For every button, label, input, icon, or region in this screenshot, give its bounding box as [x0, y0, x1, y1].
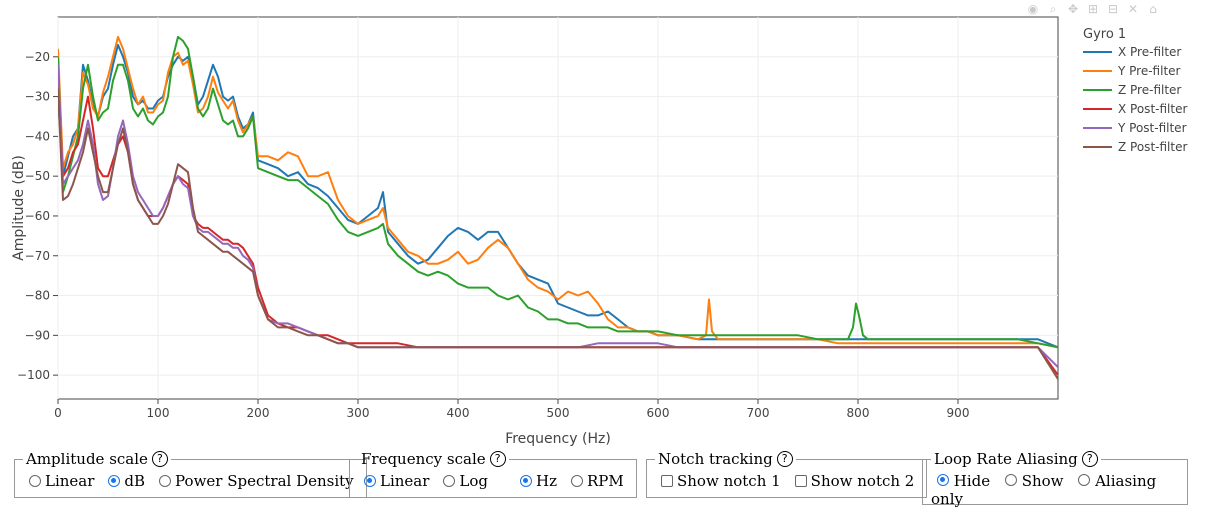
x-tick-label: 500 [547, 406, 570, 420]
aliasing-hide-radio[interactable] [937, 474, 949, 486]
legend-title: Gyro 1 [1083, 27, 1126, 42]
amplitude-linear-radio[interactable] [29, 475, 41, 487]
y-tick-label: −70 [25, 249, 50, 263]
frequency-scale-group: Frequency scale? Linear Log Hz RPM [349, 450, 637, 498]
y-tick-labels: −100 −90 −80 −70 −60 −50 −40 −30 −20 [17, 50, 58, 382]
show-notch-1-label: Show notch 1 [677, 472, 781, 490]
legend-entry-x-pre-filter[interactable]: X Pre-filter [1118, 45, 1181, 59]
frequency-log-radio[interactable] [443, 475, 456, 487]
x-tick-label: 300 [347, 406, 370, 420]
autoscale-icon[interactable]: ✕ [1127, 2, 1139, 16]
y-tick-label: −30 [25, 90, 50, 104]
amplitude-psd-label: Power Spectral Density [175, 472, 354, 490]
pan-icon[interactable]: ✥ [1067, 2, 1079, 16]
help-icon[interactable]: ? [1081, 451, 1098, 467]
amplitude-scale-group: Amplitude scale? Linear dB Power Spectra… [14, 450, 367, 498]
series-layer [58, 35, 1058, 380]
frequency-rpm-radio[interactable] [571, 475, 583, 487]
loop-rate-aliasing-group: Loop Rate Aliasing? Hide Show Aliasing o… [922, 450, 1188, 508]
zoom-icon[interactable]: ⌕ [1049, 2, 1057, 16]
help-icon[interactable]: ? [776, 451, 793, 467]
y-tick-label: −80 [25, 289, 50, 303]
frequency-linear-label: Linear [380, 472, 430, 490]
y-tick-label: −90 [25, 328, 50, 342]
series-line-z-post-filter[interactable] [58, 88, 1058, 380]
notch-tracking-legend: Notch tracking? [655, 450, 796, 468]
legend-entry-z-pre-filter[interactable]: Z Pre-filter [1118, 83, 1181, 97]
y-axis-label: Amplitude (dB) [11, 155, 27, 261]
legend-entry-z-post-filter[interactable]: Z Post-filter [1118, 140, 1187, 154]
aliasing-hide-label: Hide [953, 472, 991, 490]
frequency-linear-radio[interactable] [364, 475, 376, 487]
x-axis-label: Frequency (Hz) [505, 431, 611, 447]
loop-rate-aliasing-legend: Loop Rate Aliasing? [931, 450, 1101, 468]
amplitude-db-radio[interactable] [108, 475, 121, 487]
amplitude-psd-radio[interactable] [159, 475, 172, 487]
zoom-in-icon[interactable]: ⊞ [1087, 2, 1099, 16]
show-notch-1-checkbox[interactable] [661, 475, 673, 487]
x-tick-label: 200 [247, 406, 270, 420]
aliasing-only-label: Aliasing only [931, 472, 1157, 508]
frequency-hz-radio[interactable] [520, 475, 533, 487]
y-tick-label: −20 [25, 50, 50, 64]
aliasing-show-label: Show [1021, 472, 1064, 490]
show-notch-2-label: Show notch 2 [810, 472, 915, 490]
x-tick-label: 0 [54, 406, 62, 420]
aliasing-show-radio[interactable] [1004, 474, 1017, 486]
legend: Gyro 1 X Pre-filter Y Pre-filter Z Pre-fil… [1083, 27, 1187, 154]
legend-entry-y-post-filter[interactable]: Y Post-filter [1117, 121, 1187, 135]
legend-entry-x-post-filter[interactable]: X Post-filter [1118, 102, 1187, 116]
legend-entry-y-pre-filter[interactable]: Y Pre-filter [1117, 64, 1181, 78]
y-tick-label: −40 [25, 129, 50, 143]
modebar: ◉ ⌕ ✥ ⊞ ⊟ ✕ ⌂ [1026, 2, 1160, 16]
aliasing-only-radio[interactable] [1078, 474, 1091, 486]
x-tick-label: 100 [147, 406, 170, 420]
home-icon[interactable]: ⌂ [1149, 2, 1157, 16]
spectrum-chart[interactable]: 0 100 200 300 400 500 600 700 800 900 −100−90−80−… [0, 0, 1222, 448]
help-icon[interactable]: ? [151, 451, 168, 467]
frequency-log-label: Log [459, 472, 489, 490]
frequency-hz-label: Hz [536, 472, 557, 490]
x-tick-labels: 0 100 200 300 400 500 600 700 800 900 [54, 399, 969, 420]
y-tick-label: −50 [25, 169, 50, 183]
help-icon[interactable]: ? [489, 451, 506, 467]
amplitude-db-label: dB [124, 472, 146, 490]
y-tick-label: −60 [25, 209, 50, 223]
series-line-z-pre-filter[interactable] [58, 35, 1058, 349]
y-tick-label: −100 [17, 368, 50, 382]
x-tick-label: 800 [847, 406, 870, 420]
camera-icon[interactable]: ◉ [1027, 2, 1039, 16]
x-tick-label: 400 [447, 406, 470, 420]
amplitude-linear-label: Linear [45, 472, 95, 490]
frequency-scale-legend: Frequency scale? [358, 450, 509, 468]
series-line-y-pre-filter[interactable] [58, 35, 1058, 349]
zoom-out-icon[interactable]: ⊟ [1107, 2, 1119, 16]
x-tick-label: 900 [947, 406, 970, 420]
notch-tracking-group: Notch tracking? Show notch 1 Show notch … [646, 450, 928, 498]
frequency-rpm-label: RPM [587, 472, 624, 490]
show-notch-2-checkbox[interactable] [794, 475, 807, 487]
x-tick-label: 700 [747, 406, 770, 420]
amplitude-scale-legend: Amplitude scale? [23, 450, 171, 468]
x-tick-label: 600 [647, 406, 670, 420]
